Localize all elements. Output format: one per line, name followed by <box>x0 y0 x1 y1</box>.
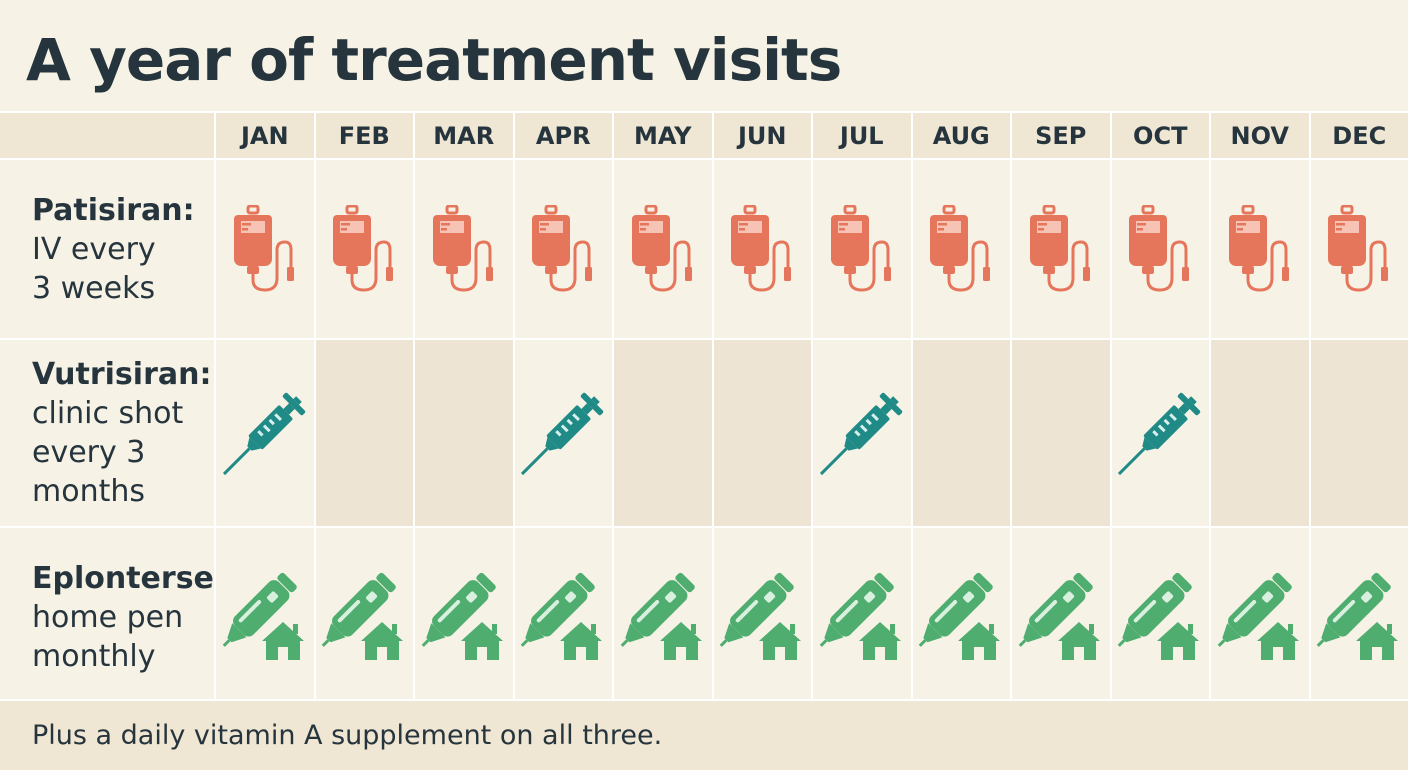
drug-name: Vutrisiran: <box>32 355 214 394</box>
month-header-jul: JUL <box>813 113 911 158</box>
visit-cell <box>1211 340 1309 526</box>
home-pen-icon <box>519 572 607 662</box>
iv-bag-icon <box>729 205 795 293</box>
iv-bag-icon <box>1326 205 1392 293</box>
home-pen-icon <box>320 572 408 662</box>
visit-cell <box>913 528 1011 706</box>
visit-cell <box>515 340 613 526</box>
month-header-oct: OCT <box>1112 113 1210 158</box>
drug-name: Eplontersen: <box>32 559 214 598</box>
visit-cell <box>614 160 712 338</box>
visit-cell <box>813 340 911 526</box>
month-header-sep: SEP <box>1012 113 1110 158</box>
home-pen-icon <box>718 572 806 662</box>
visit-cell <box>1311 340 1408 526</box>
month-header-feb: FEB <box>316 113 414 158</box>
visit-cell <box>415 340 513 526</box>
home-pen-icon <box>818 572 906 662</box>
home-pen-icon <box>1216 572 1304 662</box>
visit-cell <box>216 528 314 706</box>
visit-cell <box>913 340 1011 526</box>
visit-cell <box>1012 160 1110 338</box>
visit-cell <box>1211 528 1309 706</box>
iv-bag-icon <box>1028 205 1094 293</box>
visit-cell <box>316 340 414 526</box>
drug-name: Patisiran: <box>32 191 214 230</box>
iv-bag-icon <box>829 205 895 293</box>
home-pen-icon <box>1315 572 1403 662</box>
iv-bag-icon <box>431 205 497 293</box>
visit-cell <box>1012 340 1110 526</box>
month-header-aug: AUG <box>913 113 1011 158</box>
syringe-icon <box>223 387 307 479</box>
home-pen-icon <box>420 572 508 662</box>
visit-cell <box>714 160 812 338</box>
footer-text: Plus a daily vitamin A supplement on all… <box>32 720 662 751</box>
visit-cell <box>1112 528 1210 706</box>
drug-schedule: clinic shot every 3 months <box>32 394 214 511</box>
month-header-nov: NOV <box>1211 113 1309 158</box>
visit-cell <box>415 528 513 706</box>
visit-cell <box>216 160 314 338</box>
visit-cell <box>614 528 712 706</box>
iv-bag-icon <box>530 205 596 293</box>
row-label: Eplontersen:home pen monthly <box>0 528 214 706</box>
visit-cell <box>1012 528 1110 706</box>
visit-cell <box>813 160 911 338</box>
month-header-mar: MAR <box>415 113 513 158</box>
month-header-apr: APR <box>515 113 613 158</box>
visit-cell <box>714 340 812 526</box>
drug-schedule: home pen monthly <box>32 598 214 676</box>
visit-cell <box>1311 160 1408 338</box>
drug-schedule: IV every 3 weeks <box>32 230 214 308</box>
visit-cell <box>1211 160 1309 338</box>
visit-cell <box>913 160 1011 338</box>
iv-bag-icon <box>232 205 298 293</box>
visit-cell <box>316 160 414 338</box>
iv-bag-icon <box>928 205 994 293</box>
row-label: Vutrisiran:clinic shot every 3 months <box>0 340 214 526</box>
home-pen-icon <box>619 572 707 662</box>
row-label: Patisiran:IV every 3 weeks <box>0 160 214 338</box>
visit-cell <box>1112 160 1210 338</box>
month-header-jan: JAN <box>216 113 314 158</box>
visit-cell <box>813 528 911 706</box>
visit-cell <box>614 340 712 526</box>
syringe-icon <box>1118 387 1202 479</box>
visit-cell <box>714 528 812 706</box>
visit-cell <box>316 528 414 706</box>
page-title: A year of treatment visits <box>26 20 841 100</box>
header-corner <box>0 113 214 158</box>
month-header-may: MAY <box>614 113 712 158</box>
iv-bag-icon <box>331 205 397 293</box>
visit-cell <box>1311 528 1408 706</box>
month-header-dec: DEC <box>1311 113 1408 158</box>
visit-cell <box>515 160 613 338</box>
home-pen-icon <box>1017 572 1105 662</box>
month-header-jun: JUN <box>714 113 812 158</box>
visit-cell <box>515 528 613 706</box>
visit-cell <box>216 340 314 526</box>
home-pen-icon <box>917 572 1005 662</box>
syringe-icon <box>521 387 605 479</box>
syringe-icon <box>820 387 904 479</box>
visit-cell <box>415 160 513 338</box>
iv-bag-icon <box>1127 205 1193 293</box>
visit-cell <box>1112 340 1210 526</box>
iv-bag-icon <box>1227 205 1293 293</box>
home-pen-icon <box>1116 572 1204 662</box>
home-pen-icon <box>221 572 309 662</box>
footer-note: Plus a daily vitamin A supplement on all… <box>0 699 1408 770</box>
iv-bag-icon <box>630 205 696 293</box>
